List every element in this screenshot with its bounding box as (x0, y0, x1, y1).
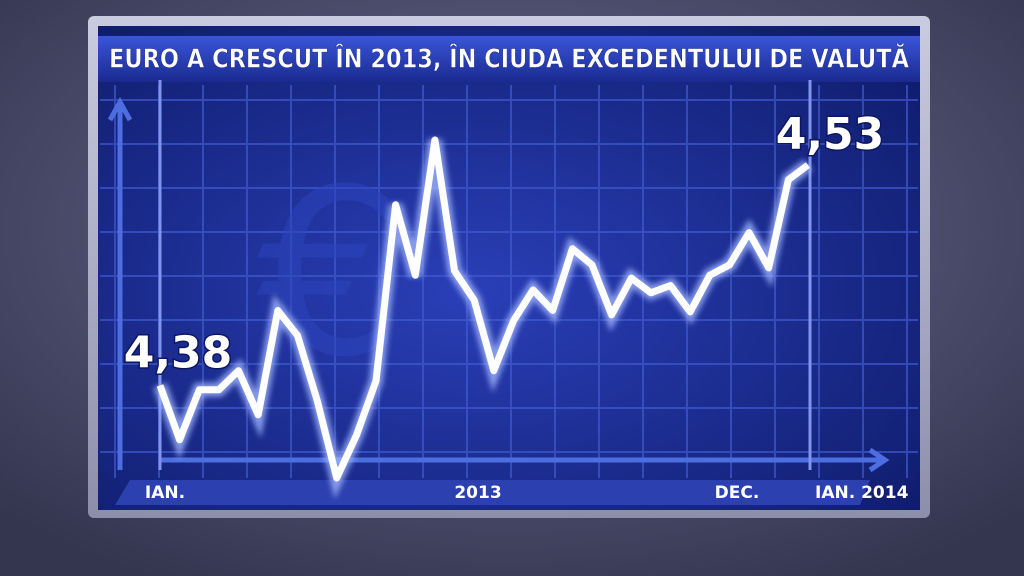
line (156, 136, 811, 482)
x-label: IAN. (145, 483, 185, 503)
x-label: DEC. (715, 483, 760, 503)
x-label: 2013 (454, 483, 501, 503)
title-bar (98, 36, 920, 82)
value-label: 4,53 (776, 109, 885, 160)
x-band (115, 480, 870, 505)
x-arrow (160, 447, 890, 473)
value-label: 4,38 (124, 327, 233, 378)
chart-title: EURO A CRESCUT ÎN 2013, ÎN CIUDA EXCEDEN… (109, 43, 909, 75)
y-arrow (107, 96, 133, 470)
panel (98, 26, 920, 510)
x-label: IAN. 2014 (815, 483, 909, 503)
